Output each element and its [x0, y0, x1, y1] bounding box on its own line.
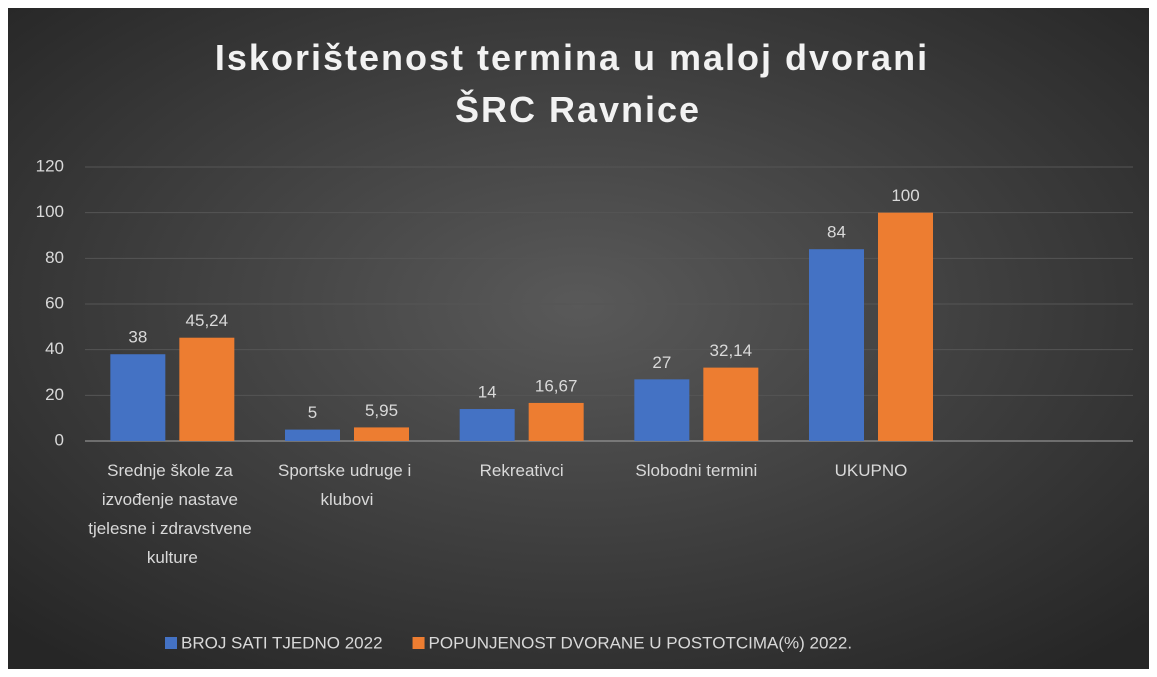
bar — [179, 337, 235, 441]
legend-swatch — [412, 637, 425, 649]
y-tick-label: 40 — [45, 339, 64, 358]
legend-label: BROJ SATI TJEDNO 2022 — [181, 633, 383, 652]
data-label: 32,14 — [710, 341, 753, 360]
bar — [110, 354, 166, 441]
x-tick-label: Srednje škole za izvođenje nastave tjele… — [88, 461, 256, 567]
data-label: 38 — [128, 328, 147, 347]
legend-swatch — [165, 637, 177, 649]
bar — [634, 379, 690, 441]
bar — [528, 402, 584, 441]
data-label: 100 — [891, 186, 919, 205]
bar — [285, 429, 340, 441]
chart-title: Iskorištenost termina u maloj dvorani ŠR… — [215, 37, 941, 130]
y-tick-label: 100 — [36, 202, 64, 221]
x-tick-label: UKUPNO — [835, 461, 908, 480]
bar — [354, 427, 409, 441]
data-label: 16,67 — [535, 376, 578, 395]
data-label: 27 — [652, 353, 671, 372]
y-tick-label: 120 — [36, 156, 64, 175]
y-tick-label: 60 — [45, 293, 64, 312]
data-label: 45,24 — [186, 311, 229, 330]
y-tick-label: 80 — [45, 248, 64, 267]
bar — [459, 409, 515, 441]
data-label: 14 — [478, 383, 497, 402]
data-label: 5 — [308, 403, 317, 422]
data-label: 84 — [827, 223, 846, 242]
bar — [703, 367, 759, 441]
y-tick-label: 20 — [45, 385, 64, 404]
bar — [809, 249, 864, 441]
legend-label: POPUNJENOST DVORANE U POSTOTCIMA(%) 2022… — [429, 633, 853, 652]
data-label: 5,95 — [365, 401, 398, 420]
y-tick-label: 0 — [55, 430, 64, 449]
bar — [878, 212, 933, 441]
x-tick-label: Rekreativci — [480, 461, 564, 480]
x-tick-label: Sportske udruge i klubovi — [278, 461, 416, 509]
x-tick-label: Slobodni termini — [635, 461, 757, 480]
